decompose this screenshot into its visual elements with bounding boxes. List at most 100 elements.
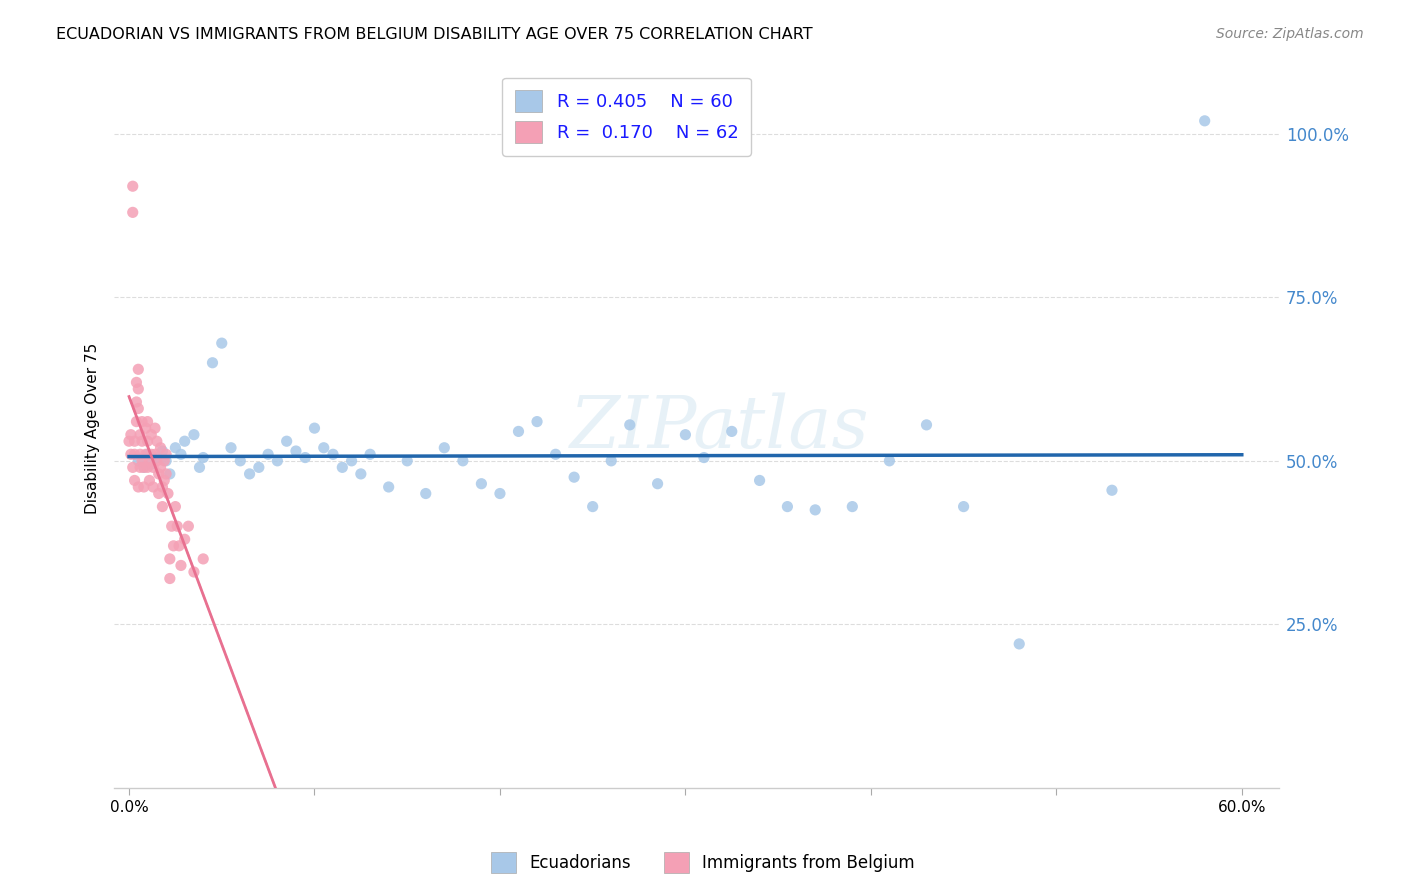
Point	[167, 539, 190, 553]
Point	[239, 467, 262, 481]
Point	[748, 474, 770, 488]
Point	[159, 467, 181, 481]
Point	[125, 415, 148, 429]
Text: ECUADORIAN VS IMMIGRANTS FROM BELGIUM DISABILITY AGE OVER 75 CORRELATION CHART: ECUADORIAN VS IMMIGRANTS FROM BELGIUM DI…	[56, 27, 813, 42]
Point	[143, 447, 166, 461]
Point	[304, 421, 326, 435]
Point	[120, 447, 142, 461]
Point	[127, 454, 149, 468]
Point	[165, 441, 187, 455]
Point	[193, 450, 215, 465]
Point	[229, 454, 252, 468]
Point	[562, 470, 585, 484]
Text: ZIPatlas: ZIPatlas	[569, 392, 870, 464]
Point	[121, 205, 143, 219]
Point	[135, 447, 157, 461]
Point	[312, 441, 335, 455]
Point	[159, 572, 181, 586]
Point	[124, 474, 146, 488]
Point	[159, 552, 181, 566]
Point	[489, 486, 512, 500]
Point	[170, 447, 193, 461]
Point	[124, 434, 146, 449]
Point	[451, 454, 474, 468]
Point	[155, 447, 177, 461]
Point	[166, 519, 188, 533]
Point	[804, 503, 827, 517]
Point	[127, 480, 149, 494]
Point	[155, 467, 177, 481]
Point	[582, 500, 605, 514]
Point	[131, 454, 153, 468]
Point	[619, 417, 641, 432]
Point	[173, 533, 195, 547]
Point	[1101, 483, 1123, 498]
Text: Source: ZipAtlas.com: Source: ZipAtlas.com	[1216, 27, 1364, 41]
Point	[257, 447, 280, 461]
Point	[129, 427, 152, 442]
Point	[211, 336, 233, 351]
Point	[201, 356, 224, 370]
Point	[720, 425, 742, 439]
Point	[120, 427, 142, 442]
Point	[136, 447, 159, 461]
Point	[266, 454, 288, 468]
Point	[165, 500, 187, 514]
Point	[247, 460, 270, 475]
Point	[136, 460, 159, 475]
Point	[131, 434, 153, 449]
Point	[673, 427, 696, 442]
Point	[153, 454, 176, 468]
Point	[340, 454, 363, 468]
Point	[125, 376, 148, 390]
Legend: R = 0.405    N = 60, R =  0.170    N = 62: R = 0.405 N = 60, R = 0.170 N = 62	[502, 78, 751, 156]
Point	[276, 434, 298, 449]
Point	[152, 444, 174, 458]
Point	[284, 444, 307, 458]
Point	[141, 427, 163, 442]
Point	[350, 467, 373, 481]
Point	[693, 450, 716, 465]
Point	[396, 454, 419, 468]
Point	[193, 552, 215, 566]
Point	[146, 454, 169, 468]
Point	[219, 441, 242, 455]
Point	[125, 395, 148, 409]
Point	[170, 558, 193, 573]
Point	[121, 460, 143, 475]
Point	[148, 467, 170, 481]
Point	[915, 417, 938, 432]
Point	[152, 480, 174, 494]
Point	[155, 454, 177, 468]
Point	[841, 500, 863, 514]
Point	[544, 447, 567, 461]
Point	[124, 447, 146, 461]
Point	[156, 486, 179, 500]
Point	[132, 460, 155, 475]
Point	[136, 434, 159, 449]
Point	[132, 460, 155, 475]
Point	[135, 421, 157, 435]
Point	[118, 434, 141, 449]
Point	[188, 460, 211, 475]
Point	[146, 450, 169, 465]
Point	[470, 476, 492, 491]
Point	[149, 460, 172, 475]
Point	[508, 425, 530, 439]
Point	[1008, 637, 1031, 651]
Point	[141, 457, 163, 471]
Point	[1194, 113, 1216, 128]
Point	[952, 500, 974, 514]
Point	[322, 447, 344, 461]
Point	[127, 362, 149, 376]
Point	[127, 382, 149, 396]
Point	[132, 480, 155, 494]
Point	[138, 454, 160, 468]
Point	[647, 476, 669, 491]
Point	[138, 474, 160, 488]
Point	[294, 450, 316, 465]
Point	[177, 519, 200, 533]
Point	[433, 441, 456, 455]
Point	[136, 415, 159, 429]
Point	[377, 480, 399, 494]
